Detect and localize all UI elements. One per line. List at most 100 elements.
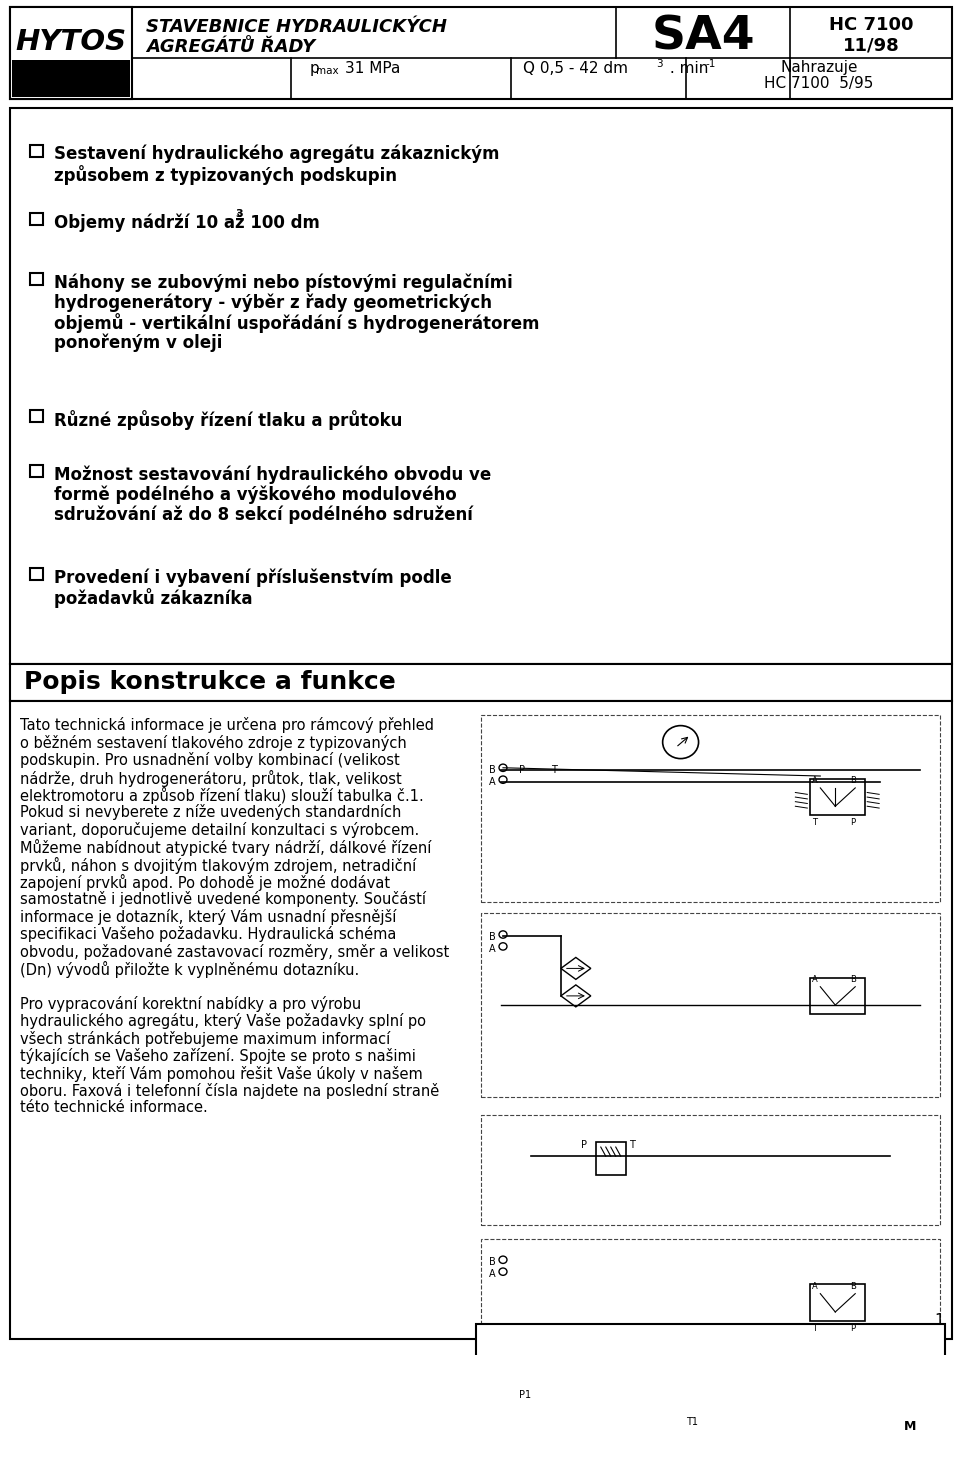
Text: zapojení prvků apod. Po dohodě je možné dodávat: zapojení prvků apod. Po dohodě je možné …: [20, 874, 390, 890]
Text: B: B: [851, 975, 856, 984]
Text: objemů - vertikální uspořádání s hydrogenerátorem: objemů - vertikální uspořádání s hydroge…: [54, 314, 540, 333]
Polygon shape: [552, 1451, 580, 1476]
Bar: [488, 1458, 503, 1479]
Bar: [10, 701, 952, 1340]
Text: formě podélného a výškového modulového: formě podélného a výškového modulového: [54, 485, 457, 504]
Bar: [810, 1284, 865, 1321]
Text: prvků, náhon s dvojitým tlakovým zdrojem, netradiční: prvků, náhon s dvojitým tlakovým zdrojem…: [20, 856, 417, 874]
Text: A: A: [489, 1269, 495, 1279]
Bar: [476, 1324, 945, 1404]
Text: Tato technická informace je určena pro rámcový přehled: Tato technická informace je určena pro r…: [20, 717, 434, 734]
Text: sdružování až do 8 sekcí podélného sdružení: sdružování až do 8 sekcí podélného sdruž…: [54, 506, 473, 524]
Circle shape: [662, 726, 699, 759]
Text: T: T: [812, 818, 817, 827]
Circle shape: [499, 942, 507, 950]
Text: požadavků zákazníka: požadavků zákazníka: [54, 589, 252, 608]
Bar: [12, 59, 130, 98]
Circle shape: [499, 930, 507, 938]
Circle shape: [499, 776, 507, 784]
Text: A: A: [489, 944, 495, 954]
Text: nádrže, druh hydrogenerátoru, průtok, tlak, velikost: nádrže, druh hydrogenerátoru, průtok, tl…: [20, 769, 402, 787]
Polygon shape: [561, 957, 590, 979]
Text: všech stránkách potřebujeme maximum informací: všech stránkách potřebujeme maximum info…: [20, 1031, 391, 1047]
Text: Nahrazuje: Nahrazuje: [780, 61, 857, 75]
Bar: [30, 145, 43, 157]
Text: STAVEBNICE HYDRAULICKÝCH: STAVEBNICE HYDRAULICKÝCH: [146, 18, 446, 37]
Text: obvodu, požadované zastavovací rozměry, směr a velikost: obvodu, požadované zastavovací rozměry, …: [20, 944, 449, 960]
Text: A: A: [812, 975, 818, 984]
Text: Možnost sestavování hydraulického obvodu ve: Možnost sestavování hydraulického obvodu…: [54, 466, 492, 484]
Text: P: P: [851, 818, 855, 827]
Text: T1: T1: [685, 1417, 698, 1427]
Text: 31 MPa: 31 MPa: [346, 62, 400, 77]
Bar: [481, 714, 940, 902]
Text: P: P: [851, 1324, 855, 1333]
Text: M: M: [904, 1420, 916, 1433]
Text: informace je dotazník, který Vám usnadní přesnější: informace je dotazník, který Vám usnadní…: [20, 910, 396, 924]
Text: SA4: SA4: [651, 15, 755, 59]
Polygon shape: [498, 1446, 534, 1479]
Text: podskupin. Pro usnadnění volby kombinací (velikost: podskupin. Pro usnadnění volby kombinací…: [20, 753, 399, 768]
Text: této technické informace.: této technické informace.: [20, 1100, 207, 1115]
Text: techniky, kteří Vám pomohou řešit Vaše úkoly v našem: techniky, kteří Vám pomohou řešit Vaše ú…: [20, 1065, 422, 1081]
Text: 11/98: 11/98: [843, 37, 900, 55]
Bar: [30, 568, 43, 580]
Bar: [10, 664, 952, 701]
Polygon shape: [602, 1451, 630, 1476]
Text: Pro vypracování korektní nabídky a pro výrobu: Pro vypracování korektní nabídky a pro v…: [20, 995, 361, 1012]
Bar: [10, 7, 952, 99]
Text: A: A: [812, 776, 818, 785]
Text: T: T: [629, 1140, 635, 1149]
Text: P1: P1: [519, 1390, 531, 1399]
Text: HC 7100  5/95: HC 7100 5/95: [764, 75, 874, 92]
Text: způsobem z typizovaných podskupin: způsobem z typizovaných podskupin: [54, 166, 397, 185]
Text: oboru. Faxová i telefonní čísla najdete na poslední straně: oboru. Faxová i telefonní čísla najdete …: [20, 1083, 440, 1099]
Text: T: T: [812, 1324, 817, 1333]
Text: Popis konstrukce a funkce: Popis konstrukce a funkce: [24, 670, 396, 694]
Bar: [481, 1115, 940, 1225]
Text: Sestavení hydraulického agregátu zákaznickým: Sestavení hydraulického agregátu zákazni…: [54, 145, 499, 163]
Text: týkajících se Vašeho zařízení. Spojte se proto s našimi: týkajících se Vašeho zařízení. Spojte se…: [20, 1049, 416, 1063]
Circle shape: [499, 1256, 507, 1263]
Bar: [481, 914, 940, 1096]
Bar: [10, 108, 952, 664]
Text: 3: 3: [235, 209, 243, 219]
Text: B: B: [489, 1257, 495, 1268]
Text: P: P: [519, 765, 525, 775]
Circle shape: [890, 1458, 930, 1479]
Text: 3: 3: [656, 59, 662, 68]
Text: B: B: [489, 932, 495, 942]
Bar: [596, 1142, 626, 1174]
Text: Můžeme nabídnout atypické tvary nádrží, dálkové řízení: Můžeme nabídnout atypické tvary nádrží, …: [20, 839, 431, 856]
Text: samostatně i jednotlivě uvedené komponenty. Součástí: samostatně i jednotlivě uvedené komponen…: [20, 892, 426, 908]
Circle shape: [499, 765, 507, 772]
Text: AGREGÁTŮ ŘADY: AGREGÁTŮ ŘADY: [146, 38, 315, 56]
Text: elektromotoru a způsob řízení tlaku) slouží tabulka č.1.: elektromotoru a způsob řízení tlaku) slo…: [20, 787, 423, 805]
Text: max: max: [317, 67, 339, 75]
Text: Různé způsoby řízení tlaku a průtoku: Různé způsoby řízení tlaku a průtoku: [54, 411, 402, 430]
Text: B: B: [489, 765, 495, 775]
Text: P: P: [581, 1140, 587, 1149]
Text: . min: . min: [664, 62, 708, 77]
Text: T: T: [551, 765, 557, 775]
Bar: [30, 466, 43, 478]
Text: HC 7100: HC 7100: [828, 16, 914, 34]
Text: variant, doporučujeme detailní konzultaci s výrobcem.: variant, doporučujeme detailní konzultac…: [20, 822, 420, 837]
Text: -1: -1: [706, 59, 716, 68]
Text: (Dn) vývodů přiložte k vyplněnému dotazníku.: (Dn) vývodů přiložte k vyplněnému dotazn…: [20, 961, 359, 978]
Text: Provedení i vybavení příslušenstvím podle: Provedení i vybavení příslušenstvím podl…: [54, 568, 452, 587]
Text: ponořeným v oleji: ponořeným v oleji: [54, 333, 223, 352]
Circle shape: [499, 1268, 507, 1275]
Text: o běžném sestavení tlakového zdroje z typizovaných: o běžném sestavení tlakového zdroje z ty…: [20, 735, 407, 751]
Text: A: A: [489, 776, 495, 787]
Text: Náhony se zubovými nebo pístovými regulačními: Náhony se zubovými nebo pístovými regula…: [54, 274, 513, 291]
Circle shape: [888, 1407, 932, 1446]
Bar: [810, 779, 865, 815]
Bar: [810, 978, 865, 1015]
Text: hydrogenerátory - výběr z řady geometrických: hydrogenerátory - výběr z řady geometric…: [54, 293, 492, 312]
Polygon shape: [561, 985, 590, 1007]
Text: specifikaci Vašeho požadavku. Hydraulická schéma: specifikaci Vašeho požadavku. Hydraulick…: [20, 926, 396, 942]
Bar: [30, 274, 43, 285]
Text: p: p: [309, 62, 319, 77]
Bar: [30, 411, 43, 423]
